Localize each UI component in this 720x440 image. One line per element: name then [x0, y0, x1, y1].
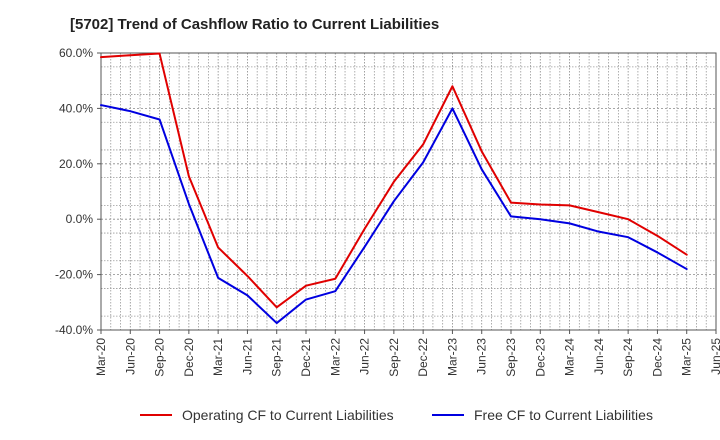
- x-tick-label: Sep-23: [504, 338, 518, 377]
- y-tick-label: 40.0%: [59, 101, 93, 115]
- x-tick-label: Mar-23: [445, 338, 459, 376]
- x-tick-label: Jun-22: [358, 338, 372, 375]
- x-tick-label: Dec-23: [533, 338, 547, 377]
- x-tick-label: Mar-25: [680, 338, 694, 376]
- plot-area: [101, 53, 716, 330]
- series-line-free-cf: [100, 104, 688, 325]
- x-tick-label: Mar-24: [563, 338, 577, 376]
- chart-title: [5702] Trend of Cashflow Ratio to Curren…: [70, 16, 440, 33]
- x-tick-label: Dec-24: [650, 338, 664, 377]
- legend-label: Operating CF to Current Liabilities: [182, 407, 394, 423]
- legend-label: Free CF to Current Liabilities: [474, 407, 653, 423]
- x-tick-label: Jun-21: [240, 338, 254, 375]
- x-tick-label: Dec-21: [299, 338, 313, 377]
- y-tick-label: 0.0%: [66, 212, 94, 226]
- series-line-operating-cf: [100, 52, 688, 309]
- x-tick-label: Sep-21: [270, 338, 284, 377]
- y-tick-label: 60.0%: [59, 46, 93, 60]
- x-tick-label: Mar-20: [94, 338, 108, 376]
- x-tick-label: Sep-20: [153, 338, 167, 377]
- y-tick-label: 20.0%: [59, 157, 93, 171]
- x-tick-label: Sep-24: [621, 338, 635, 377]
- x-tick-label: Jun-25: [709, 338, 720, 375]
- x-tick-label: Jun-23: [475, 338, 489, 375]
- plot-border: [100, 52, 717, 331]
- x-tick-label: Jun-20: [123, 338, 137, 375]
- x-tick-label: Mar-21: [211, 338, 225, 376]
- y-tick-label: -40.0%: [55, 323, 93, 337]
- x-tick-label: Dec-22: [416, 338, 430, 377]
- x-tick-label: Sep-22: [387, 338, 401, 377]
- x-tick-label: Jun-24: [592, 338, 606, 375]
- y-tick-label: -20.0%: [55, 268, 93, 282]
- x-tick-label: Mar-22: [328, 338, 342, 376]
- x-tick-label: Dec-20: [182, 338, 196, 377]
